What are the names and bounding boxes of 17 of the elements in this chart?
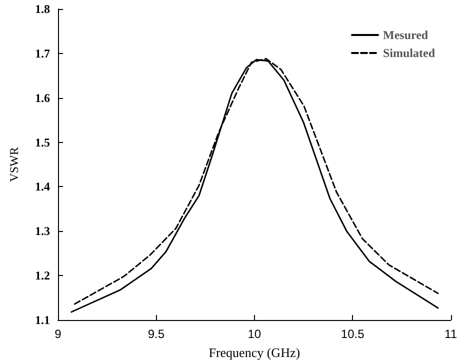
- y-tick-label: 1.5: [35, 135, 50, 150]
- y-tick-label: 1.2: [35, 268, 50, 283]
- legend-label: Simulated: [382, 46, 436, 60]
- y-tick-label: 1.6: [35, 90, 50, 105]
- y-axis-title: VSWR: [7, 147, 21, 182]
- x-tick-label: 9: [54, 327, 62, 341]
- x-tick-label: 10: [248, 327, 262, 341]
- y-tick-label: 1.3: [35, 224, 50, 238]
- x-axis-title: Frequency (GHz): [208, 345, 300, 360]
- y-tick-label: 1.7: [35, 46, 50, 60]
- x-tick-label: 11: [444, 327, 458, 341]
- x-tick-label: 10.5: [340, 327, 365, 341]
- x-tick-label: 9.5: [148, 327, 165, 341]
- y-tick-label: 1.1: [35, 313, 50, 327]
- legend-label: Mesured: [382, 28, 428, 42]
- y-tick-label: 1.4: [35, 180, 50, 194]
- y-tick-label: 1.8: [35, 2, 50, 16]
